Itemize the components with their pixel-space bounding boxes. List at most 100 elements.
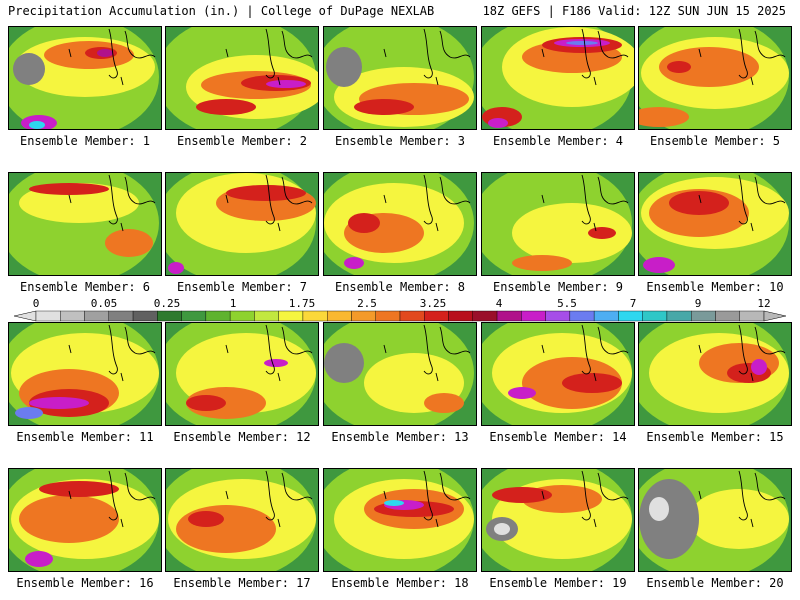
precipitation-field bbox=[9, 173, 161, 275]
precip-blob bbox=[264, 359, 288, 367]
precipitation-field bbox=[482, 27, 634, 129]
colorbar-swatch bbox=[157, 310, 182, 322]
precip-blob bbox=[639, 479, 699, 559]
colorbar-swatch bbox=[399, 310, 425, 322]
precip-blob bbox=[588, 227, 616, 239]
great-lakes-outline bbox=[225, 174, 313, 232]
ensemble-member-label: Ensemble Member: 18 bbox=[331, 576, 469, 590]
precip-blob bbox=[384, 500, 404, 506]
colorbar-tick-label: 4 bbox=[495, 297, 503, 310]
colorbar-tick-label: 12 bbox=[757, 297, 771, 310]
precip-blob bbox=[105, 229, 153, 257]
great-lakes-outline bbox=[225, 324, 313, 382]
precipitation-field bbox=[166, 173, 318, 275]
precipitation-field bbox=[639, 469, 791, 571]
great-lakes-outline bbox=[698, 470, 786, 528]
great-lakes-outline bbox=[698, 174, 786, 232]
colorbar-swatch bbox=[229, 310, 255, 322]
ensemble-member-label: Ensemble Member: 16 bbox=[16, 576, 154, 590]
colorbar-tick-label: 5.5 bbox=[557, 297, 577, 310]
precip-blob bbox=[188, 511, 224, 527]
precip-blob bbox=[29, 121, 45, 129]
colorbar-swatch bbox=[715, 310, 740, 322]
ensemble-member-map bbox=[165, 322, 319, 426]
precip-blob bbox=[25, 551, 53, 567]
ensemble-member-label: Ensemble Member: 17 bbox=[173, 576, 311, 590]
colorbar-tick-label: 0.05 bbox=[90, 297, 118, 310]
precip-blob bbox=[643, 257, 675, 273]
ensemble-member-label: Ensemble Member: 2 bbox=[176, 134, 308, 148]
colorbar-swatch bbox=[351, 310, 376, 322]
colorbar-swatch bbox=[278, 310, 304, 322]
precip-blob bbox=[669, 191, 729, 215]
colorbar-swatch bbox=[569, 310, 595, 322]
precip-blob bbox=[508, 387, 536, 399]
colorbar-swatch bbox=[424, 310, 449, 322]
precip-blob bbox=[326, 47, 362, 87]
precip-blob bbox=[13, 53, 45, 85]
great-lakes-outline bbox=[698, 28, 786, 86]
ensemble-member-label: Ensemble Member: 6 bbox=[19, 280, 151, 294]
precipitation-field bbox=[166, 27, 318, 129]
precipitation-field bbox=[639, 173, 791, 275]
ensemble-member-map bbox=[165, 468, 319, 572]
map-title: Precipitation Accumulation (in.) | Colle… bbox=[8, 4, 435, 18]
colorbar-tick-label: 9 bbox=[694, 297, 702, 310]
precip-blob bbox=[196, 99, 256, 115]
precip-blob bbox=[344, 257, 364, 269]
precipitation-field bbox=[482, 173, 634, 275]
ensemble-member-map bbox=[165, 172, 319, 276]
colorbar-tick-label: 0.25 bbox=[153, 297, 181, 310]
precip-blob bbox=[168, 262, 184, 274]
great-lakes-outline bbox=[383, 28, 471, 86]
precipitation-colorbar bbox=[14, 310, 786, 322]
precip-blob bbox=[176, 505, 276, 553]
precip-blob bbox=[667, 61, 691, 73]
colorbar-swatch bbox=[618, 310, 643, 322]
colorbar-swatch bbox=[521, 310, 546, 322]
ensemble-member-label: Ensemble Member: 11 bbox=[16, 430, 154, 444]
ensemble-member-map bbox=[481, 172, 635, 276]
precip-blob bbox=[324, 343, 364, 383]
colorbar-tick-label: 2.5 bbox=[357, 297, 377, 310]
precip-blob bbox=[562, 373, 622, 393]
colorbar-tick-label: 1 bbox=[229, 297, 237, 310]
colorbar-swatch bbox=[448, 310, 473, 322]
great-lakes-outline bbox=[225, 28, 313, 86]
precipitation-field bbox=[324, 173, 476, 275]
great-lakes-outline bbox=[541, 174, 629, 232]
precip-blob bbox=[689, 489, 789, 549]
colorbar-swatch bbox=[375, 310, 401, 322]
colorbar-swatch bbox=[132, 310, 158, 322]
colorbar-swatch bbox=[472, 310, 498, 322]
great-lakes-outline bbox=[383, 324, 471, 382]
precip-blob bbox=[39, 481, 119, 497]
ensemble-member-label: Ensemble Member: 3 bbox=[334, 134, 466, 148]
precip-blob bbox=[492, 487, 552, 503]
precip-blob bbox=[186, 395, 226, 411]
precip-blob bbox=[494, 523, 510, 535]
precip-blob bbox=[751, 359, 767, 375]
colorbar-swatch bbox=[496, 310, 522, 322]
precipitation-field bbox=[9, 469, 161, 571]
precipitation-field bbox=[166, 323, 318, 425]
precip-blob bbox=[512, 255, 572, 271]
precip-blob bbox=[29, 397, 89, 409]
colorbar-tick-label: 0 bbox=[32, 297, 40, 310]
precipitation-field bbox=[324, 27, 476, 129]
precip-blob bbox=[226, 185, 306, 201]
precipitation-field bbox=[324, 323, 476, 425]
ensemble-member-label: Ensemble Member: 12 bbox=[173, 430, 311, 444]
ensemble-member-map bbox=[8, 468, 162, 572]
colorbar-swatch bbox=[327, 310, 352, 322]
colorbar-max-arrow bbox=[763, 310, 786, 322]
ensemble-member-map bbox=[323, 26, 477, 130]
colorbar-swatch bbox=[302, 310, 328, 322]
ensemble-member-label: Ensemble Member: 15 bbox=[646, 430, 784, 444]
ensemble-member-label: Ensemble Member: 13 bbox=[331, 430, 469, 444]
ensemble-member-map bbox=[638, 26, 792, 130]
colorbar-swatch bbox=[739, 310, 765, 322]
ensemble-member-label: Ensemble Member: 4 bbox=[492, 134, 624, 148]
ensemble-member-map bbox=[8, 26, 162, 130]
colorbar-swatch bbox=[593, 310, 619, 322]
